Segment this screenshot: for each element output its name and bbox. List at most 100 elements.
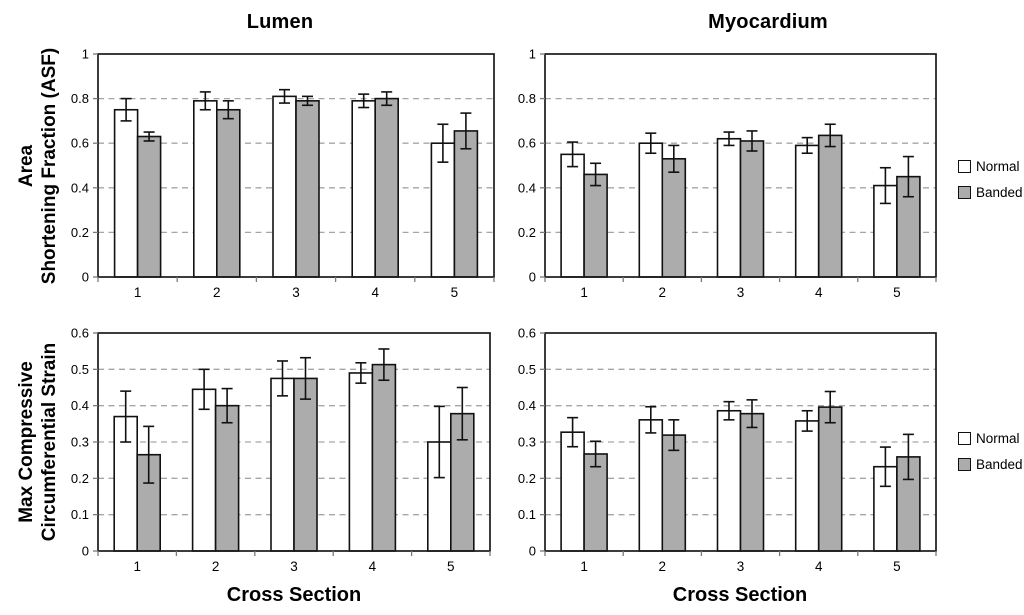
- y-axis-label-strain: Max Compressive Circumferential Strain: [15, 262, 61, 615]
- bar-normal-cs2: [193, 100, 218, 278]
- x-axis-label-right: Cross Section: [672, 584, 808, 606]
- bar-normal-cs4: [351, 100, 377, 278]
- bar-banded-cs2: [214, 404, 240, 552]
- y-tick-label: 0.2: [71, 225, 89, 240]
- y-axis: 0 0.1 0.2 0.3 0.4 0.5 0.6: [518, 326, 545, 559]
- y-axis: 0 0.2 0.4 0.6 0.8 1: [518, 47, 545, 285]
- x-axis: 1 2 3 4 5: [544, 551, 937, 574]
- y-tick-label: 0.5: [518, 362, 536, 377]
- y-tick-label: 0.3: [71, 435, 89, 450]
- bar-banded-cs2: [661, 158, 687, 278]
- bar-normal-cs4: [794, 144, 820, 278]
- legend-swatch-normal: [958, 432, 971, 445]
- y-tick-label: 0.3: [518, 435, 536, 450]
- bar-banded-cs4: [817, 134, 843, 278]
- x-axis-label-left: Cross Section: [226, 584, 362, 606]
- x-category-label: 4: [815, 559, 823, 574]
- x-category-label: 5: [893, 285, 901, 300]
- gridlines: [545, 368, 936, 516]
- y-tick-label: 0.8: [518, 91, 536, 106]
- x-axis: 1 2 3 4 5: [544, 277, 937, 300]
- error-bars-banded: [143, 91, 472, 150]
- legend-item-banded: Banded: [958, 184, 1023, 201]
- x-axis: 1 2 3 4 5: [97, 551, 491, 574]
- x-category-label: 3: [737, 285, 745, 300]
- y-tick-label: 0.5: [71, 362, 89, 377]
- x-category-label: 1: [580, 285, 588, 300]
- bar-banded-cs4: [374, 97, 400, 278]
- error-bars-banded: [590, 390, 914, 481]
- bar-banded-cs3: [739, 412, 765, 552]
- y-tick-label: 0.2: [518, 471, 536, 486]
- y-tick-label: 0: [82, 544, 89, 559]
- legend-swatch-normal: [958, 160, 971, 173]
- legend-item-normal: Normal: [958, 158, 1023, 175]
- x-category-label: 1: [133, 559, 141, 574]
- x-category-label: 5: [451, 285, 459, 300]
- x-category-label: 2: [212, 559, 220, 574]
- bar-banded-cs1: [583, 173, 608, 278]
- y-axis-label-strain-line1: Max Compressive: [16, 361, 37, 523]
- bar-banded-cs4: [817, 406, 843, 552]
- bar-normal-cs4: [794, 420, 820, 552]
- bars-banded: [583, 134, 921, 278]
- legend-label-banded: Banded: [976, 185, 1023, 200]
- y-tick-label: 1: [82, 47, 89, 62]
- x-category-label: 1: [580, 559, 588, 574]
- chart-lumen-strain: 0 0.1 0.2 0.3 0.4 0.5 0.6 1 2 3 4 5: [71, 326, 491, 574]
- bar-normal-cs1: [560, 153, 585, 278]
- bar-normal-cs3: [272, 95, 297, 278]
- legend-bottom: Normal Banded: [958, 430, 1023, 473]
- y-tick-label: 0.4: [518, 398, 536, 413]
- bar-banded-cs1: [583, 453, 608, 552]
- legend-label-banded: Banded: [976, 457, 1023, 472]
- error-bars-normal: [567, 400, 891, 488]
- x-category-label: 2: [659, 559, 667, 574]
- bar-normal-cs2: [638, 142, 664, 278]
- x-axis: 1 2 3 4 5: [97, 277, 495, 300]
- bar-normal-cs2: [191, 388, 217, 552]
- legend-swatch-banded: [958, 186, 971, 199]
- legend-item-normal: Normal: [958, 430, 1023, 447]
- bar-banded-cs3: [293, 377, 318, 552]
- y-tick-label: 0.1: [71, 507, 89, 522]
- x-category-label: 3: [290, 559, 298, 574]
- bar-normal-cs5: [430, 142, 456, 278]
- chart-title-lumen: Lumen: [246, 11, 314, 33]
- y-axis-label-strain-line2: Circumferential Strain: [39, 342, 60, 542]
- error-bars-banded: [590, 123, 914, 198]
- x-category-label: 4: [815, 285, 823, 300]
- chart-myocardium-strain: 0 0.1 0.2 0.3 0.4 0.5 0.6 1 2 3 4 5: [518, 326, 937, 574]
- bar-banded-cs3: [295, 100, 320, 278]
- error-bars-normal: [120, 360, 445, 479]
- y-tick-label: 0.6: [71, 136, 89, 151]
- legend-label-normal: Normal: [976, 159, 1020, 174]
- bar-normal-cs3: [716, 137, 742, 278]
- plot-border: [544, 53, 937, 278]
- legend-swatch-banded: [958, 458, 971, 471]
- y-tick-label: 1: [529, 47, 536, 62]
- legend-top: Normal Banded: [958, 158, 1023, 201]
- bar-normal-cs1: [113, 108, 139, 278]
- y-tick-label: 0.4: [518, 180, 536, 195]
- bar-banded-cs1: [136, 135, 162, 278]
- bar-banded-cs3: [739, 140, 765, 278]
- legend-item-banded: Banded: [958, 456, 1023, 473]
- error-bars-banded: [143, 348, 468, 484]
- y-axis: 0 0.1 0.2 0.3 0.4 0.5 0.6: [71, 326, 98, 559]
- bar-banded-cs5: [453, 130, 479, 278]
- bar-normal-cs3: [716, 409, 742, 552]
- y-tick-label: 0.6: [518, 136, 536, 151]
- legend-label-normal: Normal: [976, 431, 1020, 446]
- bars-normal: [560, 137, 898, 278]
- gridlines: [98, 368, 490, 516]
- chart-lumen-asf: 0 0.2 0.4 0.6 0.8 1 1 2 3 4 5: [71, 47, 495, 300]
- x-category-label: 4: [371, 285, 379, 300]
- error-bars-normal: [120, 88, 449, 163]
- y-tick-label: 0.6: [71, 326, 89, 341]
- y-tick-label: 0.2: [71, 471, 89, 486]
- gridlines: [545, 97, 936, 234]
- chart-title-myocardium: Myocardium: [708, 11, 828, 33]
- y-tick-label: 0: [82, 270, 89, 285]
